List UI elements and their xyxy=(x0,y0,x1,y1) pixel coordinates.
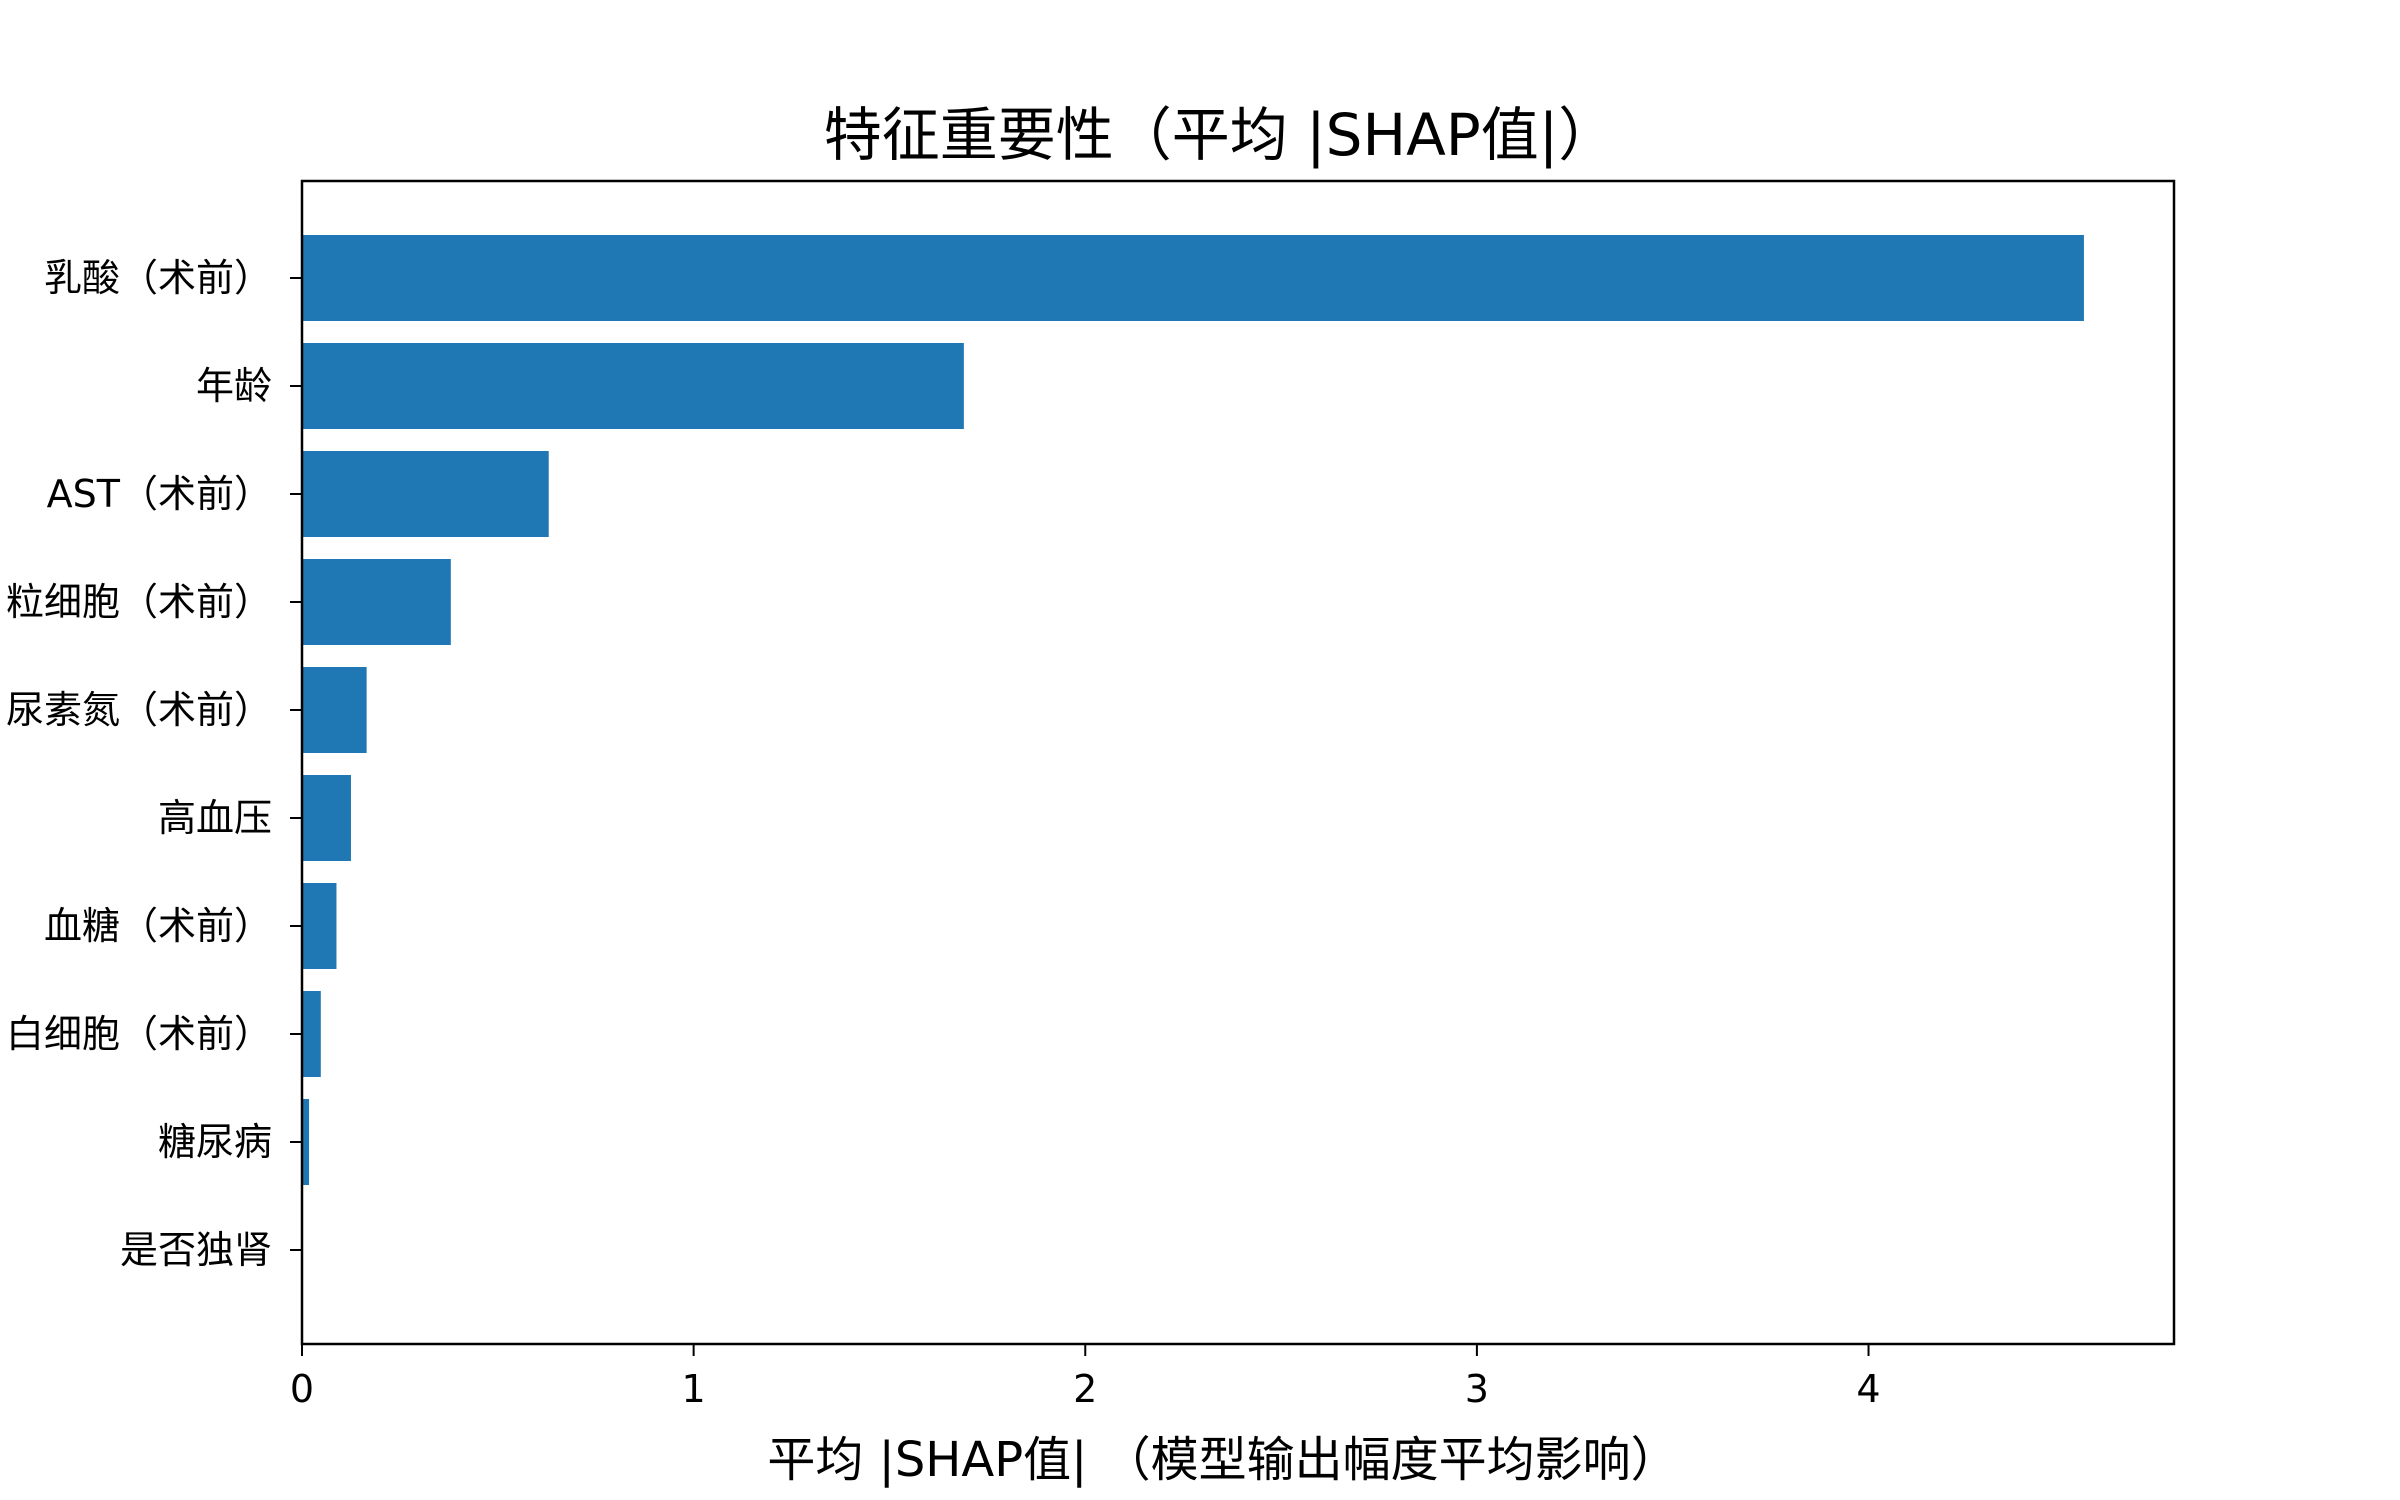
bar-2 xyxy=(302,451,549,537)
chart-title: 特征重要性（平均 |SHAP值|） xyxy=(824,101,1617,169)
bar-0 xyxy=(302,235,2084,321)
y-tick-label-5: 高血压 xyxy=(158,796,272,840)
bar-5 xyxy=(302,775,351,861)
x-tick-label-0: 0 xyxy=(290,1367,314,1411)
y-tick-label-1: 年龄 xyxy=(196,364,272,408)
x-tick-label-1: 1 xyxy=(682,1367,706,1411)
y-tick-label-3: 粒细胞（术前） xyxy=(6,580,272,624)
bar-1 xyxy=(302,343,964,429)
y-tick-label-7: 白细胞（术前） xyxy=(6,1012,272,1056)
bar-6 xyxy=(302,883,337,969)
plot-area-frame xyxy=(300,179,2176,1346)
x-tick-label-3: 3 xyxy=(1465,1367,1489,1411)
y-tick-label-8: 糖尿病 xyxy=(158,1120,272,1164)
x-tick-label-4: 4 xyxy=(1856,1367,1880,1411)
x-axis-label: 平均 |SHAP值| （模型输出幅度平均影响） xyxy=(767,1432,1678,1488)
bar-8 xyxy=(302,1099,310,1185)
x-axis-ticks: 0 1 2 3 4 xyxy=(290,1344,1881,1411)
y-tick-label-4: 尿素氮（术前） xyxy=(6,688,272,732)
bars-layer xyxy=(302,235,2084,1293)
bar-4 xyxy=(302,667,367,753)
x-tick-label-2: 2 xyxy=(1073,1367,1097,1411)
y-tick-label-9: 是否独肾 xyxy=(120,1228,272,1272)
y-tick-label-2: AST（术前） xyxy=(47,472,272,516)
bar-7 xyxy=(302,991,321,1077)
bar-3 xyxy=(302,559,451,645)
y-tick-label-6: 血糖（术前） xyxy=(44,904,272,948)
y-tick-label-0: 乳酸（术前） xyxy=(44,256,272,300)
